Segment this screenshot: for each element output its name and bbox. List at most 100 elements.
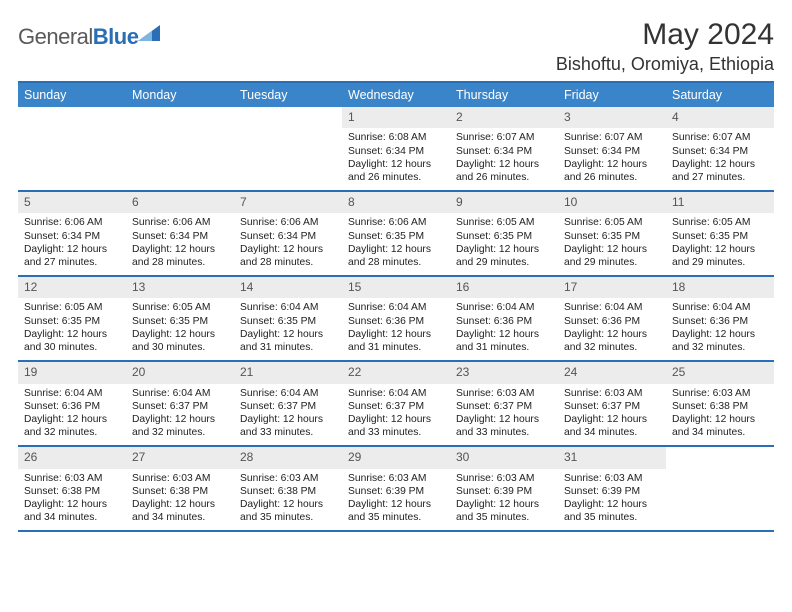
daylight-line-1: Daylight: 12 hours xyxy=(24,498,120,511)
day-number: 21 xyxy=(234,362,342,383)
sunset-line: Sunset: 6:37 PM xyxy=(456,400,552,413)
sunrise-line: Sunrise: 6:08 AM xyxy=(348,131,444,144)
daylight-line-2: and 35 minutes. xyxy=(564,511,660,524)
day-cell: 31Sunrise: 6:03 AMSunset: 6:39 PMDayligh… xyxy=(558,447,666,530)
day-cell: 27Sunrise: 6:03 AMSunset: 6:38 PMDayligh… xyxy=(126,447,234,530)
day-details: Sunrise: 6:04 AMSunset: 6:36 PMDaylight:… xyxy=(558,301,666,354)
day-number: 6 xyxy=(126,192,234,213)
sunset-line: Sunset: 6:37 PM xyxy=(132,400,228,413)
weekday-header: Thursday xyxy=(450,83,558,107)
triangle-icon xyxy=(138,23,162,43)
day-cell: 30Sunrise: 6:03 AMSunset: 6:39 PMDayligh… xyxy=(450,447,558,530)
day-number: 1 xyxy=(342,107,450,128)
daylight-line-1: Daylight: 12 hours xyxy=(564,413,660,426)
day-cell: 13Sunrise: 6:05 AMSunset: 6:35 PMDayligh… xyxy=(126,277,234,360)
day-number: 10 xyxy=(558,192,666,213)
day-cell: 29 Sunrise: 6:03 AMSunset: 6:39 PMDayligh… xyxy=(342,447,450,530)
daylight-line-2: and 27 minutes. xyxy=(24,256,120,269)
day-details: Sunrise: 6:06 AMSunset: 6:34 PMDaylight:… xyxy=(126,216,234,269)
sunrise-line: Sunrise: 6:04 AM xyxy=(240,301,336,314)
sunrise-line: Sunrise: 6:03 AM xyxy=(240,472,336,485)
sunrise-line: Sunrise: 6:06 AM xyxy=(132,216,228,229)
day-details: Sunrise: 6:03 AMSunset: 6:39 PMDaylight:… xyxy=(342,472,450,525)
sunrise-line: Sunrise: 6:04 AM xyxy=(132,387,228,400)
day-number: 23 xyxy=(450,362,558,383)
day-number: 15 xyxy=(342,277,450,298)
daylight-line-1: Daylight: 12 hours xyxy=(240,328,336,341)
day-details: Sunrise: 6:03 AMSunset: 6:39 PMDaylight:… xyxy=(450,472,558,525)
sunrise-line: Sunrise: 6:03 AM xyxy=(456,472,552,485)
day-number: 28 xyxy=(234,447,342,468)
sunset-line: Sunset: 6:34 PM xyxy=(240,230,336,243)
day-details: Sunrise: 6:03 AMSunset: 6:37 PMDaylight:… xyxy=(450,387,558,440)
day-number: 22 xyxy=(342,362,450,383)
daylight-line-1: Daylight: 12 hours xyxy=(240,243,336,256)
day-number: 9 xyxy=(450,192,558,213)
daylight-line-2: and 32 minutes. xyxy=(132,426,228,439)
day-number: 3 xyxy=(558,107,666,128)
sunrise-line: Sunrise: 6:05 AM xyxy=(564,216,660,229)
daylight-line-2: and 34 minutes. xyxy=(24,511,120,524)
day-cell: 25Sunrise: 6:03 AMSunset: 6:38 PMDayligh… xyxy=(666,362,774,445)
calendar: SundayMondayTuesdayWednesdayThursdayFrid… xyxy=(18,81,774,532)
daylight-line-1: Daylight: 12 hours xyxy=(24,243,120,256)
day-details: Sunrise: 6:07 AMSunset: 6:34 PMDaylight:… xyxy=(666,131,774,184)
sunset-line: Sunset: 6:37 PM xyxy=(240,400,336,413)
daylight-line-2: and 29 minutes. xyxy=(564,256,660,269)
sunset-line: Sunset: 6:34 PM xyxy=(456,145,552,158)
day-details: Sunrise: 6:06 AMSunset: 6:35 PMDaylight:… xyxy=(342,216,450,269)
day-details: Sunrise: 6:07 AMSunset: 6:34 PMDaylight:… xyxy=(558,131,666,184)
daylight-line-1: Daylight: 12 hours xyxy=(240,498,336,511)
day-cell-empty: . xyxy=(18,107,126,190)
daylight-line-2: and 33 minutes. xyxy=(456,426,552,439)
day-number: 31 xyxy=(558,447,666,468)
day-cell: 2Sunrise: 6:07 AMSunset: 6:34 PMDaylight… xyxy=(450,107,558,190)
day-cell: 22Sunrise: 6:04 AMSunset: 6:37 PMDayligh… xyxy=(342,362,450,445)
day-details: Sunrise: 6:03 AMSunset: 6:38 PMDaylight:… xyxy=(234,472,342,525)
day-number: 24 xyxy=(558,362,666,383)
day-cell: 26Sunrise: 6:03 AMSunset: 6:38 PMDayligh… xyxy=(18,447,126,530)
daylight-line-1: Daylight: 12 hours xyxy=(348,158,444,171)
daylight-line-2: and 26 minutes. xyxy=(348,171,444,184)
month-title: May 2024 xyxy=(556,18,774,52)
sunrise-line: Sunrise: 6:03 AM xyxy=(456,387,552,400)
sunrise-line: Sunrise: 6:04 AM xyxy=(456,301,552,314)
daylight-line-1: Daylight: 12 hours xyxy=(240,413,336,426)
brand-logo: GeneralBlue xyxy=(18,18,162,50)
sunset-line: Sunset: 6:34 PM xyxy=(132,230,228,243)
weekday-header-row: SundayMondayTuesdayWednesdayThursdayFrid… xyxy=(18,83,774,107)
day-number: 20 xyxy=(126,362,234,383)
sunrise-line: Sunrise: 6:05 AM xyxy=(24,301,120,314)
daylight-line-1: Daylight: 12 hours xyxy=(456,498,552,511)
daylight-line-1: Daylight: 12 hours xyxy=(672,413,768,426)
daylight-line-2: and 29 minutes. xyxy=(456,256,552,269)
daylight-line-1: Daylight: 12 hours xyxy=(348,498,444,511)
daylight-line-2: and 33 minutes. xyxy=(240,426,336,439)
daylight-line-1: Daylight: 12 hours xyxy=(564,243,660,256)
daylight-line-1: Daylight: 12 hours xyxy=(456,328,552,341)
daylight-line-2: and 29 minutes. xyxy=(672,256,768,269)
daylight-line-1: Daylight: 12 hours xyxy=(564,158,660,171)
day-details: Sunrise: 6:04 AMSunset: 6:36 PMDaylight:… xyxy=(342,301,450,354)
daylight-line-1: Daylight: 12 hours xyxy=(132,243,228,256)
week-row: 19Sunrise: 6:04 AMSunset: 6:36 PMDayligh… xyxy=(18,362,774,447)
day-cell: 1Sunrise: 6:08 AMSunset: 6:34 PMDaylight… xyxy=(342,107,450,190)
day-details: Sunrise: 6:07 AMSunset: 6:34 PMDaylight:… xyxy=(450,131,558,184)
day-details: Sunrise: 6:04 AMSunset: 6:37 PMDaylight:… xyxy=(234,387,342,440)
sunrise-line: Sunrise: 6:03 AM xyxy=(348,472,444,485)
daylight-line-2: and 35 minutes. xyxy=(348,511,444,524)
sunrise-line: Sunrise: 6:04 AM xyxy=(564,301,660,314)
day-number: 29 xyxy=(342,447,450,468)
sunset-line: Sunset: 6:36 PM xyxy=(672,315,768,328)
day-details: Sunrise: 6:05 AMSunset: 6:35 PMDaylight:… xyxy=(666,216,774,269)
day-cell: 7Sunrise: 6:06 AMSunset: 6:34 PMDaylight… xyxy=(234,192,342,275)
sunrise-line: Sunrise: 6:04 AM xyxy=(348,387,444,400)
daylight-line-1: Daylight: 12 hours xyxy=(564,328,660,341)
daylight-line-2: and 27 minutes. xyxy=(672,171,768,184)
day-details: Sunrise: 6:03 AMSunset: 6:38 PMDaylight:… xyxy=(18,472,126,525)
weekday-header: Saturday xyxy=(666,83,774,107)
day-number: 25 xyxy=(666,362,774,383)
sunrise-line: Sunrise: 6:05 AM xyxy=(132,301,228,314)
day-number: 16 xyxy=(450,277,558,298)
day-number: 7 xyxy=(234,192,342,213)
